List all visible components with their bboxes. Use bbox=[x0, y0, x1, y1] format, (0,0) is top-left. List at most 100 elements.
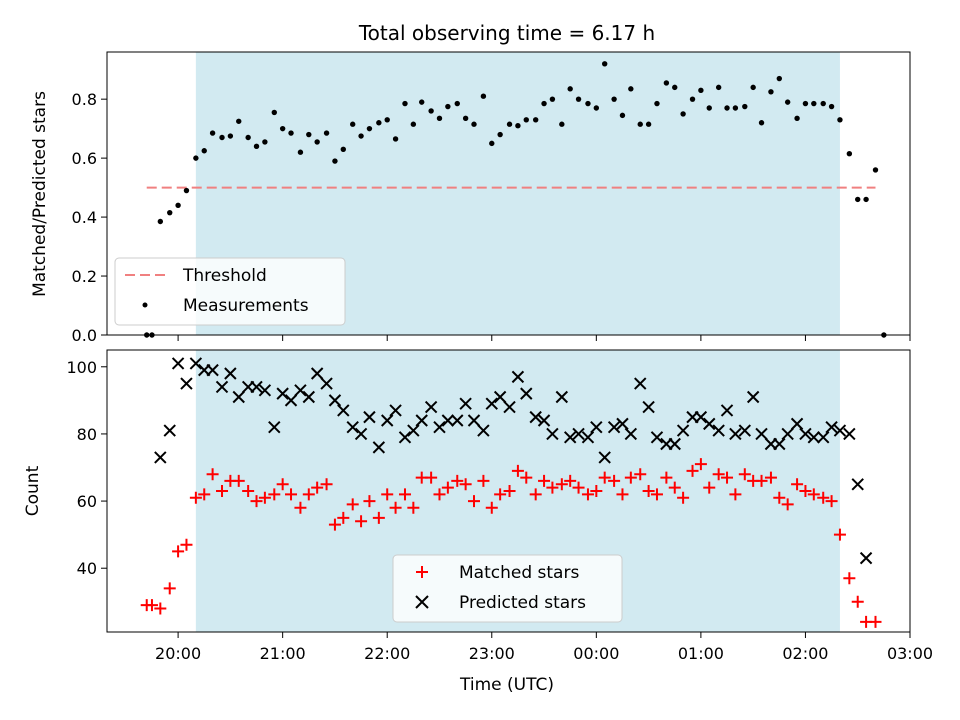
top-y-tick-label: 0.0 bbox=[72, 326, 97, 345]
predicted-star-point bbox=[720, 404, 734, 417]
predicted-star-point bbox=[755, 427, 768, 441]
measurement-point bbox=[758, 120, 765, 126]
predicted-star-point bbox=[171, 357, 185, 370]
legend-predicted-swatch bbox=[415, 595, 429, 609]
matched-star-point bbox=[206, 468, 219, 481]
predicted-star-point bbox=[485, 397, 498, 410]
measurement-point bbox=[732, 105, 739, 111]
matched-star-point bbox=[459, 478, 472, 491]
bottom-y-axis: 40 60 80 100 bbox=[66, 358, 107, 578]
matched-star-point bbox=[677, 491, 690, 504]
top-y-tick-label: 0.4 bbox=[72, 208, 97, 227]
measurement-point bbox=[628, 86, 634, 92]
measurement-point bbox=[340, 146, 346, 152]
predicted-star-point bbox=[268, 421, 281, 434]
predicted-star-point bbox=[581, 431, 595, 444]
matched-star-point bbox=[154, 602, 167, 615]
matched-star-point bbox=[781, 498, 794, 511]
predicted-star-point bbox=[424, 400, 438, 414]
matched-stars-points bbox=[140, 458, 882, 628]
predicted-star-point bbox=[493, 390, 507, 404]
matched-star-point bbox=[529, 488, 542, 501]
predicted-star-point bbox=[676, 424, 690, 437]
predicted-star-point bbox=[851, 478, 864, 491]
bottom-y-tick-label: 80 bbox=[77, 425, 97, 444]
predicted-star-point bbox=[833, 424, 847, 437]
measurement-point bbox=[193, 155, 199, 161]
x-tick-label: 20:00 bbox=[155, 644, 201, 663]
matched-star-point bbox=[825, 495, 838, 508]
legend-threshold-label: Threshold bbox=[182, 266, 267, 286]
measurement-point bbox=[837, 117, 843, 123]
matched-star-point bbox=[258, 491, 271, 504]
measurement-point bbox=[236, 118, 242, 124]
matched-star-point bbox=[381, 488, 394, 501]
matched-star-point bbox=[425, 471, 438, 484]
matched-star-point bbox=[555, 478, 568, 491]
measurement-point bbox=[593, 105, 600, 111]
matched-star-point bbox=[276, 478, 289, 491]
matched-star-point bbox=[843, 572, 856, 585]
predicted-star-point bbox=[372, 441, 386, 454]
measurement-point bbox=[654, 100, 660, 107]
measurement-point bbox=[279, 125, 286, 132]
predicted-star-point bbox=[590, 421, 603, 434]
x-tick-label: 21:00 bbox=[260, 644, 306, 663]
matched-star-point bbox=[616, 488, 629, 501]
matched-star-point bbox=[791, 478, 804, 491]
measurement-point bbox=[384, 117, 390, 123]
top-y-axis-label: Matched/Predicted stars bbox=[30, 91, 50, 297]
predicted-star-point bbox=[694, 410, 708, 424]
top-axes-frame bbox=[106, 51, 911, 336]
legend-matched-swatch bbox=[416, 566, 428, 578]
predicted-star-point bbox=[189, 357, 203, 370]
predicted-star-point bbox=[773, 437, 786, 451]
predicted-star-point bbox=[712, 424, 725, 437]
predicted-star-point bbox=[467, 414, 481, 427]
matched-star-point bbox=[564, 474, 577, 487]
predicted-star-point bbox=[407, 424, 420, 437]
predicted-star-point bbox=[634, 377, 647, 390]
x-tick-label: 23:00 bbox=[469, 644, 515, 663]
predicted-star-point bbox=[624, 427, 638, 441]
bottom-legend-box bbox=[392, 554, 623, 623]
predicted-star-point bbox=[224, 367, 237, 380]
matched-star-point bbox=[346, 498, 359, 511]
measurement-point bbox=[680, 111, 686, 117]
predicted-star-point bbox=[441, 414, 455, 427]
measurement-point bbox=[585, 100, 591, 107]
matched-star-point bbox=[198, 488, 211, 501]
measurement-point bbox=[209, 130, 216, 136]
matched-star-point bbox=[721, 471, 734, 484]
predicted-star-point bbox=[163, 424, 176, 437]
top-y-tick-label: 0.2 bbox=[72, 267, 97, 286]
measurement-point bbox=[454, 100, 460, 107]
matched-star-point bbox=[232, 474, 245, 487]
measurement-point bbox=[392, 136, 399, 142]
measurement-point bbox=[776, 75, 783, 82]
bottom-panel: 40 60 80 100 20:00 21:00 22:00 23:00 00:00 01:00… bbox=[23, 349, 933, 695]
predicted-star-point bbox=[346, 421, 359, 434]
predicted-star-point bbox=[790, 417, 804, 431]
measurement-point bbox=[619, 112, 626, 119]
matched-star-point bbox=[494, 488, 507, 501]
matched-star-point bbox=[817, 491, 830, 504]
top-y-axis: 0.0 0.2 0.4 0.6 0.8 bbox=[72, 90, 107, 345]
top-panel: 0.00.20.40.60.8 Matched/Predicted stars … bbox=[30, 51, 911, 345]
predicted-star-point bbox=[415, 414, 428, 427]
predicted-star-point bbox=[232, 390, 245, 404]
matched-star-point bbox=[773, 491, 786, 504]
predicted-star-point bbox=[537, 414, 551, 427]
top-y-tick-label: 0.6 bbox=[72, 149, 97, 168]
measurement-point bbox=[872, 167, 879, 173]
matched-star-point bbox=[598, 471, 611, 484]
x-tick-label: 01:00 bbox=[678, 644, 724, 663]
predicted-star-point bbox=[642, 400, 655, 414]
predicted-star-point bbox=[320, 377, 333, 390]
measurement-point bbox=[428, 108, 434, 114]
predicted-star-point bbox=[337, 404, 350, 417]
predicted-star-point bbox=[799, 427, 812, 441]
legend-predicted-label: Predicted stars bbox=[459, 593, 586, 613]
measurement-point bbox=[167, 209, 173, 216]
predicted-star-point bbox=[529, 410, 542, 424]
